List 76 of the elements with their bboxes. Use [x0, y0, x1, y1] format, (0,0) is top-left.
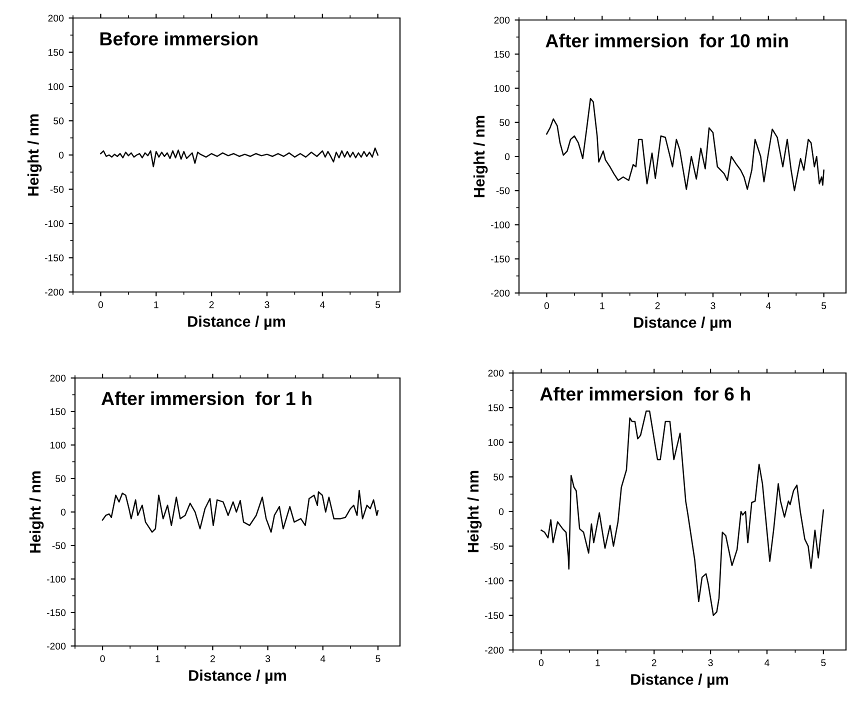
x-tick-label: 5: [821, 659, 826, 666]
y-tick-label: -150: [46, 609, 66, 616]
y-tick-label: -100: [46, 576, 66, 583]
y-tick-label: -100: [490, 221, 510, 228]
text: Before immersion: [100, 32, 258, 46]
x-tick-label: 4: [320, 301, 325, 308]
y-tick-label: -100: [484, 577, 504, 584]
x-tick-label: 0: [538, 659, 544, 666]
x-tick-label: 3: [710, 302, 716, 310]
x-axis-title: Distance / µm: [634, 316, 731, 331]
x-tick-label: 1: [596, 659, 600, 666]
text: After immersion for 10 min: [546, 34, 788, 48]
x-tick-label: 5: [376, 655, 380, 662]
line-series: [100, 148, 378, 168]
y-tick-label: -50: [50, 186, 64, 193]
x-tick-label: 4: [320, 655, 326, 662]
y-axis-title: Height / nm: [473, 116, 488, 198]
y-tick-label: -100: [44, 220, 64, 228]
x-tick-label: 2: [652, 659, 656, 666]
y-tick-label: 50: [494, 474, 504, 480]
x-tick-label: 1: [600, 302, 604, 310]
x-tick-label: 1: [154, 301, 158, 308]
y-tick-label: 100: [48, 83, 64, 90]
y-tick-label: 50: [500, 119, 510, 126]
y-tick-label: 200: [488, 370, 504, 377]
y-tick-label: -50: [490, 542, 504, 550]
x-tick-label: 3: [265, 655, 270, 662]
x-tick-label: 0: [100, 655, 105, 662]
text: After immersion for 1 h: [101, 391, 312, 406]
line-series: [546, 98, 824, 192]
x-tick-label: 2: [209, 301, 214, 308]
y-axis-title: Height / nm: [467, 470, 482, 552]
y-tick-label: 100: [494, 84, 510, 92]
x-tick-label: 2: [655, 302, 660, 310]
x-tick-label: 2: [210, 655, 215, 662]
y-tick-label: 150: [48, 48, 64, 56]
y-tick-label: -200: [490, 290, 510, 297]
y-tick-label: -200: [46, 642, 66, 650]
y-tick-label: 200: [48, 14, 64, 22]
x-tick-label: 3: [264, 301, 270, 308]
y-axis-title: Height / nm: [27, 114, 42, 196]
line-series: [540, 410, 824, 616]
y-tick-label: 150: [50, 408, 66, 416]
y-tick-label: 200: [494, 16, 510, 24]
y-tick-label: 100: [488, 438, 504, 446]
y-tick-label: -50: [52, 542, 66, 550]
y-tick-label: -150: [44, 254, 64, 262]
text: After immersion for 6 h: [540, 386, 750, 401]
y-tick-label: 0: [498, 508, 504, 516]
x-tick-label: 4: [766, 302, 771, 310]
y-tick-label: -50: [496, 187, 510, 194]
x-tick-label: 0: [98, 301, 104, 308]
x-axis-title: Distance / µm: [189, 670, 286, 684]
y-axis-title: Height / nm: [29, 471, 44, 553]
x-tick-label: 5: [376, 301, 380, 308]
y-tick-label: 100: [50, 442, 66, 449]
y-tick-label: 150: [488, 404, 504, 412]
y-tick-label: 0: [504, 153, 510, 160]
x-axis-title: Distance / µm: [631, 674, 728, 688]
y-tick-label: -150: [484, 612, 504, 619]
y-tick-label: -150: [490, 256, 510, 262]
x-tick-label: 4: [764, 659, 770, 666]
y-tick-label: 200: [50, 374, 66, 382]
x-tick-label: 0: [544, 302, 550, 310]
x-tick-label: 1: [156, 655, 160, 662]
x-axis-title: Distance / µm: [188, 316, 285, 330]
y-tick-label: 0: [58, 152, 64, 159]
y-tick-label: 0: [60, 508, 66, 516]
y-tick-label: 150: [494, 50, 510, 58]
y-tick-label: -200: [484, 646, 504, 654]
y-tick-label: 50: [56, 475, 66, 482]
line-series: [102, 490, 379, 533]
x-tick-label: 5: [822, 302, 826, 310]
y-tick-label: -200: [44, 288, 64, 296]
x-tick-label: 3: [708, 659, 713, 666]
y-tick-label: 50: [54, 117, 64, 124]
